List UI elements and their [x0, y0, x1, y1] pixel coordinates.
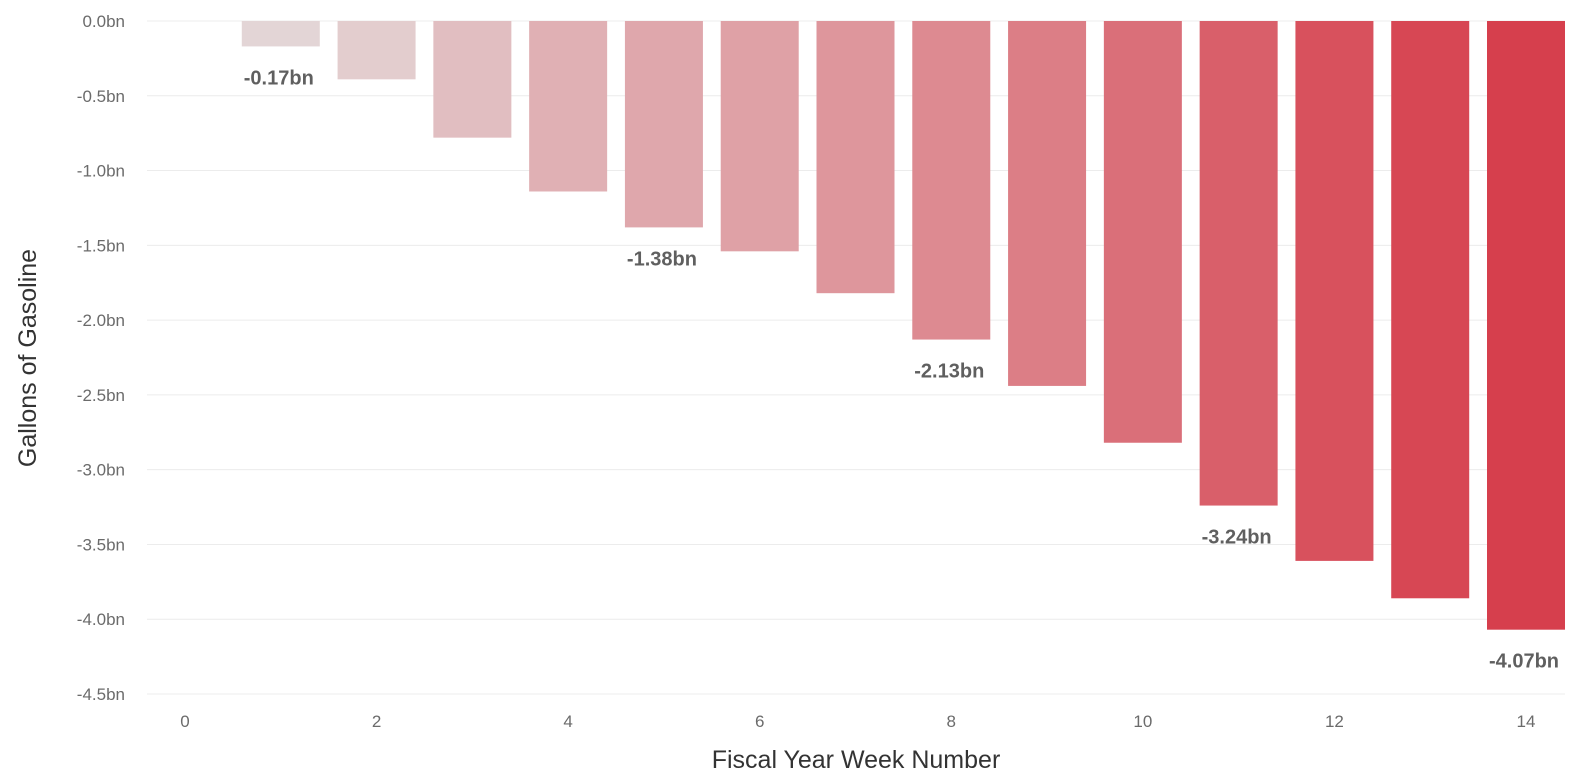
data-label-week-1: -0.17bn	[244, 67, 314, 89]
y-tick-label: -1.5bn	[77, 236, 125, 255]
data-labels: -0.17bn -1.38bn -2.13bn -3.24bn -4.07bn	[244, 67, 1559, 672]
y-tick-label: -3.5bn	[77, 535, 125, 554]
data-label-week-5: -1.38bn	[627, 248, 697, 270]
x-axis-ticks: 0 2 4 6 8 10 12 14	[180, 712, 1535, 731]
bar-week-12	[1295, 21, 1374, 561]
bar-week-5	[624, 21, 703, 228]
bar-week-9	[1008, 21, 1087, 386]
x-tick-label: 2	[372, 712, 381, 731]
bar-week-2	[337, 21, 416, 80]
bar-week-13	[1391, 21, 1470, 599]
y-axis-ticks: 0.0bn -0.5bn -1.0bn -1.5bn -2.0bn -2.5bn -3.0b…	[77, 12, 125, 704]
x-axis-title: Fiscal Year Week Number	[712, 746, 1001, 774]
bar-week-11	[1199, 21, 1278, 506]
x-tick-label: 10	[1133, 712, 1152, 731]
x-tick-label: 14	[1517, 712, 1536, 731]
y-tick-label: -4.5bn	[77, 685, 125, 704]
bar-week-4	[529, 21, 608, 192]
x-tick-label: 12	[1325, 712, 1344, 731]
y-tick-label: -4.0bn	[77, 610, 125, 629]
y-tick-label: -0.5bn	[77, 87, 125, 106]
y-tick-label: -1.0bn	[77, 162, 125, 181]
bar-week-6	[720, 21, 799, 252]
bar-week-1	[241, 21, 320, 47]
x-tick-label: 4	[563, 712, 572, 731]
y-axis-title: Gallons of Gasoline	[14, 249, 42, 467]
bar-week-7	[816, 21, 895, 294]
x-tick-label: 0	[180, 712, 189, 731]
bar-week-10	[1103, 21, 1182, 443]
x-tick-label: 6	[755, 712, 764, 731]
bar-week-8	[912, 21, 991, 340]
y-tick-label: 0.0bn	[82, 12, 125, 31]
x-tick-label: 8	[947, 712, 956, 731]
gridlines	[147, 20, 1565, 695]
y-tick-label: -2.5bn	[77, 386, 125, 405]
bars	[241, 21, 1565, 630]
y-tick-label: -3.0bn	[77, 461, 125, 480]
data-label-week-8: -2.13bn	[914, 361, 984, 383]
y-tick-label: -2.0bn	[77, 311, 125, 330]
data-label-week-14: -4.07bn	[1489, 651, 1559, 673]
bar-week-3	[433, 21, 512, 138]
data-label-week-11: -3.24bn	[1202, 527, 1272, 549]
bar-week-14	[1487, 21, 1565, 630]
